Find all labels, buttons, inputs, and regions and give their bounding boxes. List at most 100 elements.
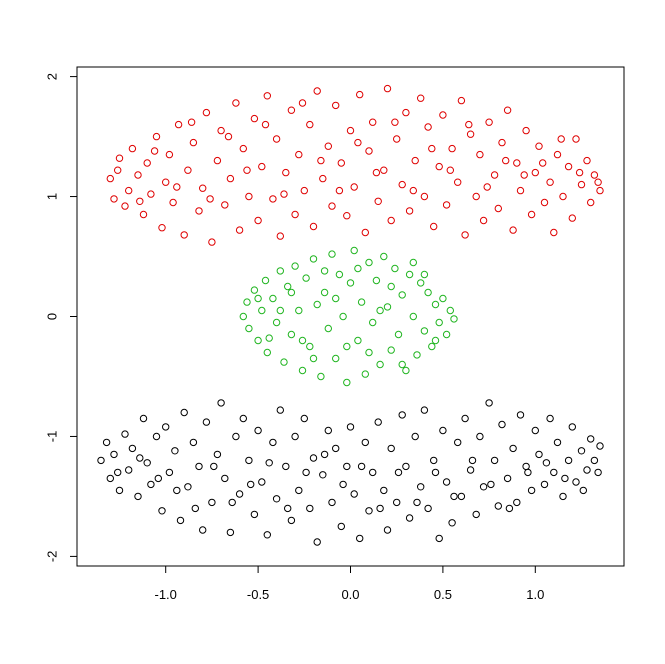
data-point — [402, 366, 410, 375]
data-point — [276, 406, 284, 414]
data-point — [114, 468, 122, 477]
data-point — [394, 330, 403, 339]
data-point — [417, 279, 425, 287]
data-point — [577, 447, 586, 455]
data-point — [328, 250, 336, 258]
data-point — [354, 336, 362, 345]
data-point — [291, 432, 299, 441]
data-point — [332, 354, 340, 363]
data-point — [439, 294, 447, 303]
data-point — [217, 399, 225, 407]
data-point — [361, 438, 369, 447]
data-point — [217, 126, 225, 135]
data-point — [300, 414, 308, 423]
data-point — [224, 132, 233, 141]
data-point — [559, 192, 567, 201]
data-point — [309, 255, 318, 263]
data-point — [309, 454, 318, 462]
data-point — [583, 156, 591, 165]
data-point — [485, 118, 493, 126]
data-point — [417, 483, 425, 491]
data-point — [328, 498, 336, 507]
data-point — [169, 198, 177, 207]
data-point — [461, 414, 469, 423]
x-axis: -1.0 -0.5 0.0 0.5 1.0 — [154, 565, 544, 602]
data-point — [383, 303, 392, 311]
data-point — [128, 144, 137, 153]
data-point — [350, 490, 358, 498]
data-point — [387, 444, 395, 453]
data-point — [147, 480, 155, 489]
data-point — [184, 483, 192, 491]
data-point — [261, 276, 270, 285]
data-point — [139, 414, 148, 423]
data-point — [106, 174, 115, 183]
data-point — [550, 228, 558, 237]
data-point — [254, 336, 262, 345]
data-point — [365, 507, 373, 515]
data-point — [494, 502, 502, 510]
data-point — [243, 166, 251, 174]
data-point — [173, 486, 181, 495]
data-point — [139, 210, 148, 219]
data-point — [319, 174, 327, 183]
data-point — [284, 504, 292, 513]
data-point — [332, 101, 340, 110]
data-point — [189, 138, 198, 147]
data-point — [442, 478, 451, 486]
data-point — [208, 498, 216, 507]
data-point — [134, 171, 142, 179]
x-tick-label: 0.0 — [341, 587, 359, 602]
data-point — [158, 224, 166, 232]
data-point — [247, 480, 255, 489]
data-point — [531, 168, 539, 177]
data-point — [387, 282, 395, 291]
data-point — [180, 408, 188, 417]
data-point — [594, 178, 602, 186]
data-point — [522, 126, 530, 135]
data-point — [199, 184, 207, 192]
data-point — [195, 462, 203, 471]
data-point — [125, 186, 133, 195]
data-point — [535, 142, 543, 150]
data-point — [428, 144, 436, 153]
data-point — [372, 168, 381, 177]
data-point — [202, 108, 211, 117]
data-point — [174, 120, 183, 129]
data-point — [184, 166, 192, 174]
data-point — [143, 159, 151, 167]
data-point — [579, 486, 587, 495]
data-point — [354, 138, 362, 147]
data-point — [524, 468, 532, 477]
data-point — [302, 274, 310, 282]
data-point — [121, 202, 129, 210]
data-point — [516, 186, 525, 195]
data-point — [272, 495, 281, 503]
data-point — [372, 276, 381, 285]
data-point — [409, 186, 417, 195]
data-point — [147, 190, 155, 198]
data-point — [442, 201, 451, 209]
data-point — [154, 474, 163, 483]
data-point — [594, 468, 602, 477]
data-point — [540, 480, 549, 489]
data-point — [150, 147, 159, 155]
data-point — [509, 226, 517, 234]
data-point — [572, 135, 580, 143]
data-point — [210, 462, 218, 471]
data-point — [226, 174, 235, 183]
data-point — [509, 444, 517, 453]
data-point — [354, 264, 362, 273]
data-point — [557, 135, 565, 143]
x-tick-label: 0.5 — [434, 587, 452, 602]
data-point — [280, 358, 288, 366]
data-point — [435, 534, 443, 543]
data-point — [136, 197, 144, 206]
data-point — [391, 264, 399, 273]
data-point — [559, 492, 567, 501]
data-point — [356, 534, 364, 543]
data-point — [568, 423, 576, 431]
data-point — [309, 354, 318, 363]
data-point — [306, 504, 314, 513]
